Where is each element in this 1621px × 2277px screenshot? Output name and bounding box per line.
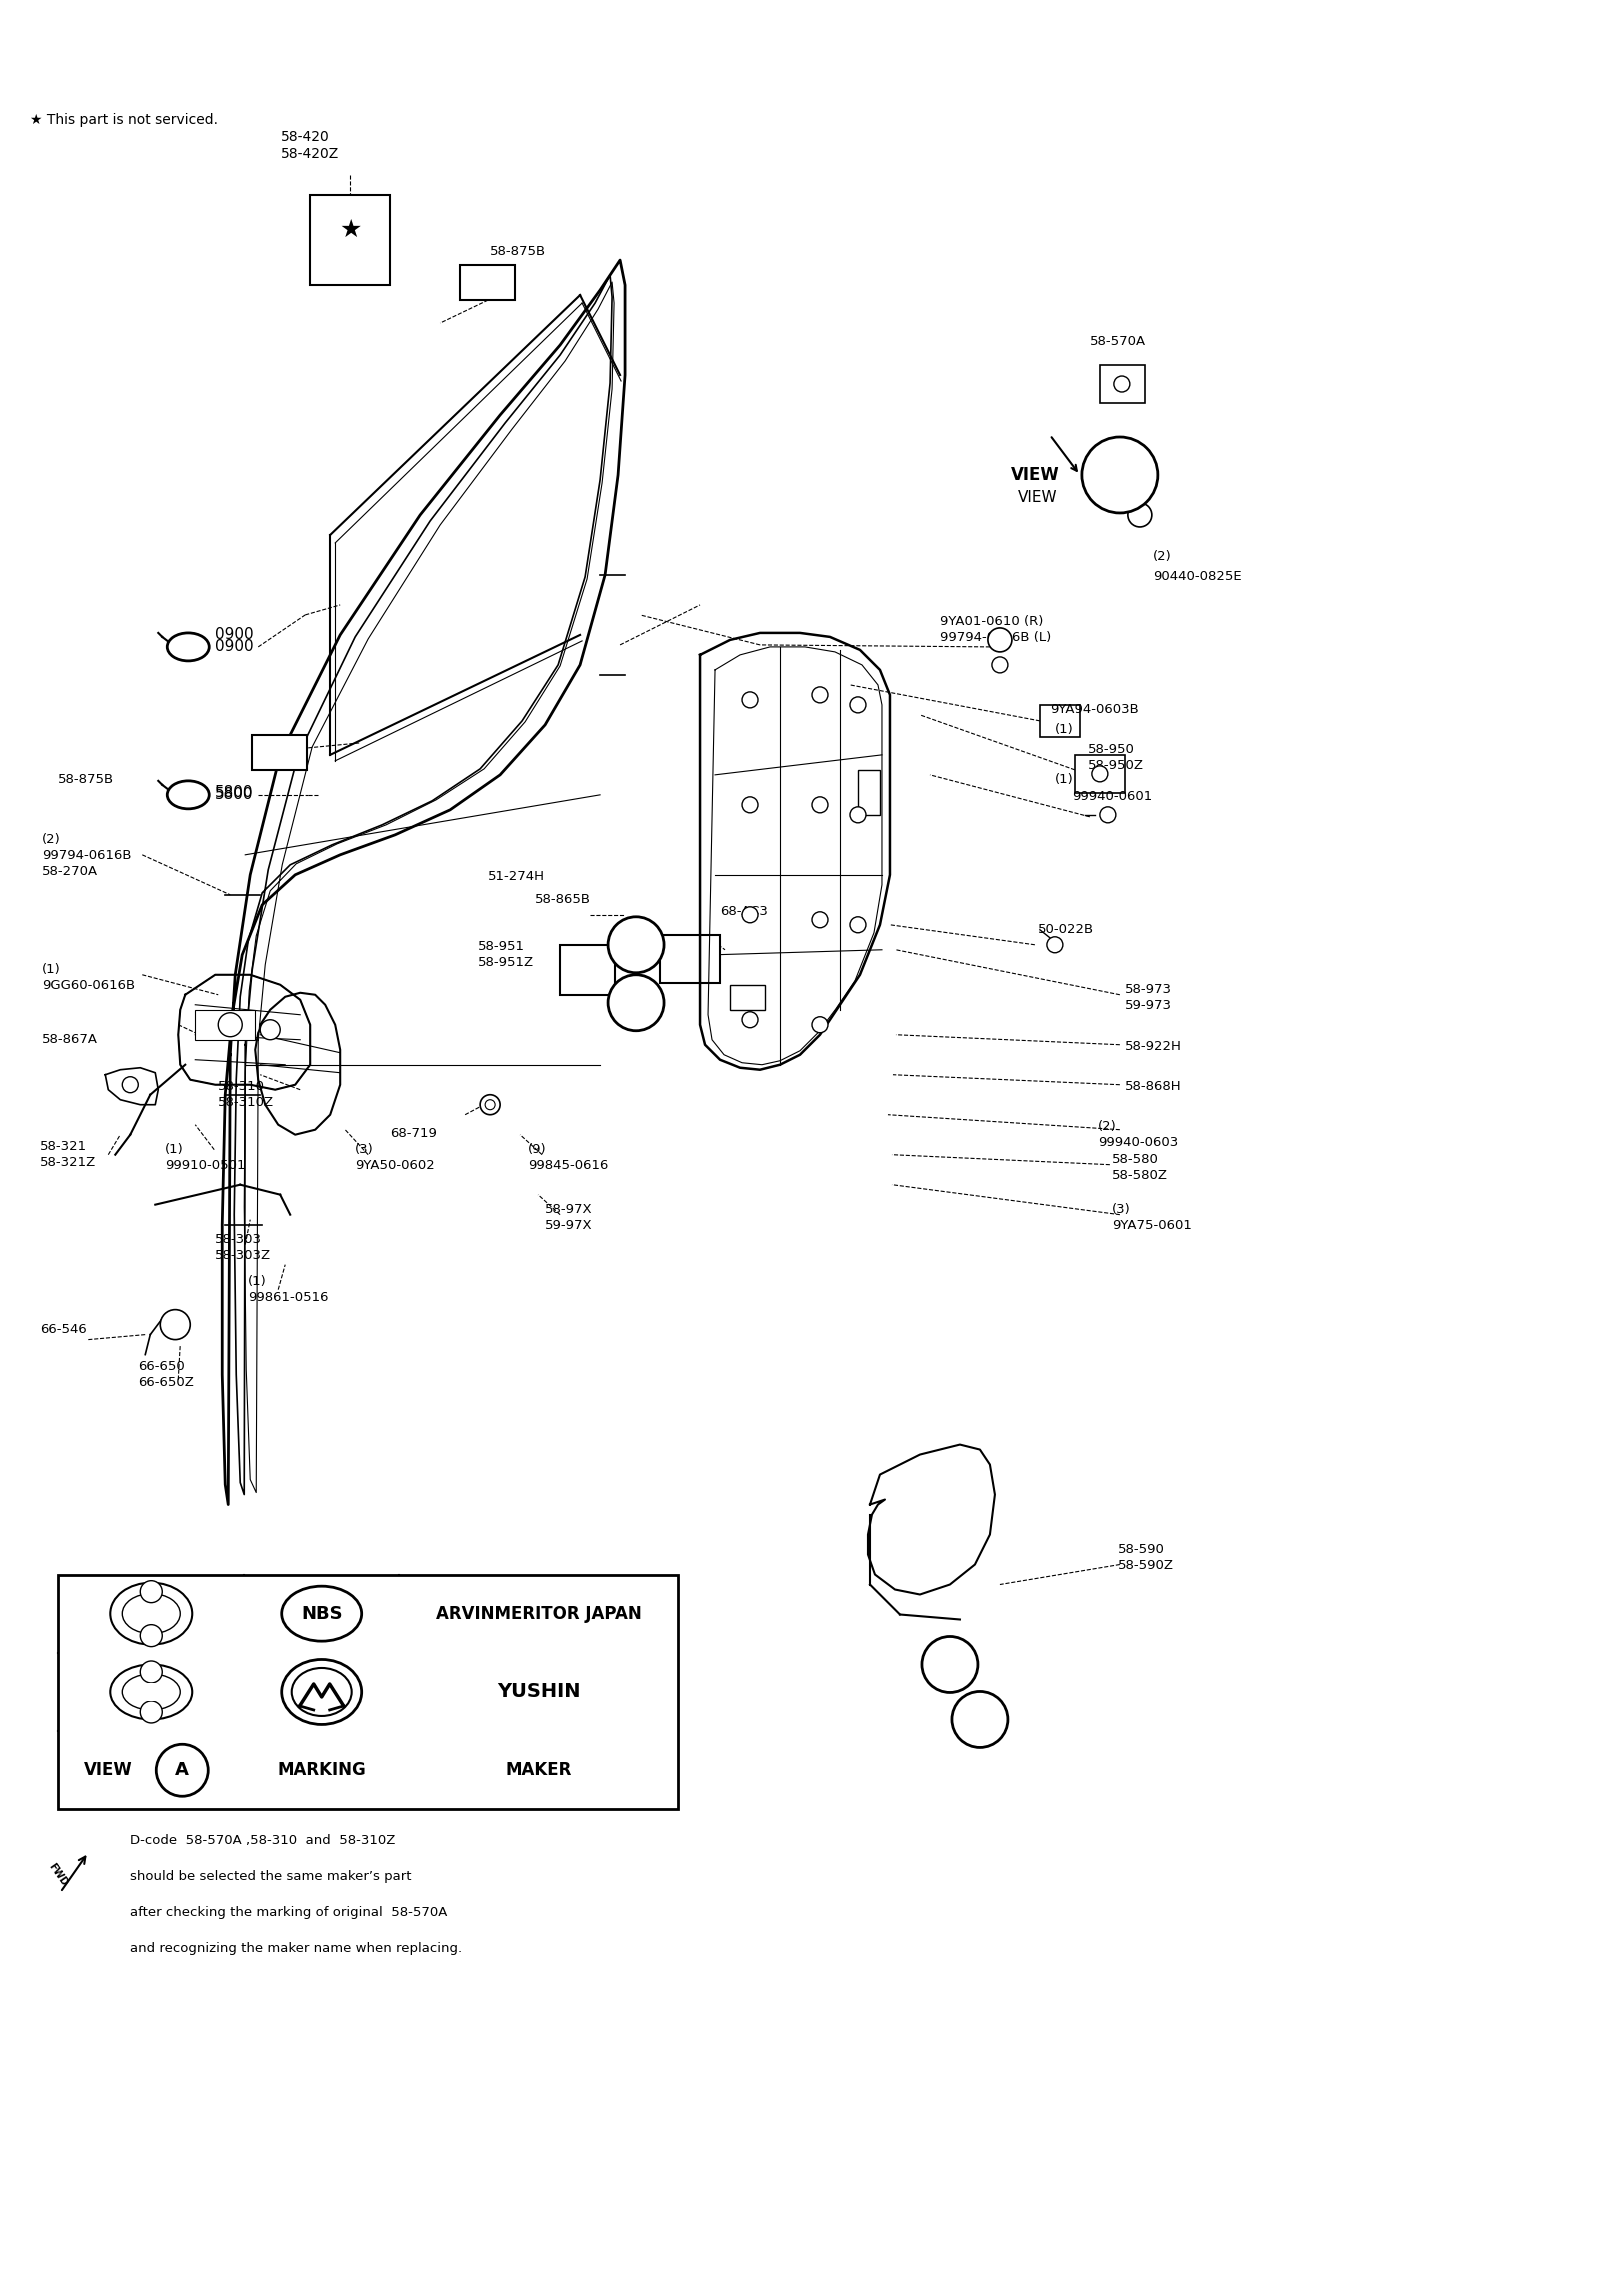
Text: (9)
99845-0616: (9) 99845-0616: [528, 1143, 608, 1173]
Circle shape: [160, 1309, 190, 1339]
Text: 58-865B: 58-865B: [535, 893, 592, 906]
Text: (1): (1): [1055, 722, 1073, 735]
Text: (1)
99861-0516: (1) 99861-0516: [248, 1275, 329, 1305]
Text: 58-310
58-310Z: 58-310 58-310Z: [219, 1079, 274, 1109]
Ellipse shape: [282, 1587, 361, 1642]
Circle shape: [812, 797, 828, 813]
Text: 58-951
58-951Z: 58-951 58-951Z: [478, 940, 535, 968]
Text: 58-868H: 58-868H: [1125, 1079, 1182, 1093]
Circle shape: [219, 1013, 242, 1036]
Circle shape: [742, 1011, 759, 1027]
Circle shape: [1114, 376, 1130, 392]
Ellipse shape: [122, 1594, 180, 1633]
Bar: [195, 1009, 254, 1041]
Text: VIEW: VIEW: [84, 1762, 133, 1778]
Text: 9YA94-0603B: 9YA94-0603B: [1050, 704, 1138, 715]
Text: Y: Y: [943, 1655, 956, 1674]
Circle shape: [987, 628, 1012, 651]
Text: 99940-0601: 99940-0601: [1071, 790, 1153, 804]
Bar: [310, 196, 391, 285]
Circle shape: [812, 1018, 828, 1034]
Text: 90440-0825E: 90440-0825E: [1153, 569, 1242, 583]
Circle shape: [156, 1744, 207, 1797]
Text: (1)
9GG60-0616B: (1) 9GG60-0616B: [42, 963, 136, 993]
Circle shape: [1081, 437, 1157, 512]
Text: 58-875B: 58-875B: [490, 246, 546, 257]
Text: and recognizing the maker name when replacing.: and recognizing the maker name when repl…: [130, 1942, 462, 1956]
Circle shape: [1101, 806, 1115, 822]
Circle shape: [608, 918, 665, 972]
Circle shape: [812, 911, 828, 927]
Text: 58-97X
59-97X: 58-97X 59-97X: [545, 1202, 593, 1232]
Text: 51-274H: 51-274H: [488, 870, 545, 883]
Circle shape: [742, 906, 759, 922]
Ellipse shape: [282, 1660, 361, 1724]
Text: VIEW: VIEW: [1012, 467, 1060, 485]
Text: 5800: 5800: [216, 788, 254, 802]
Text: (1)
99910-0501: (1) 99910-0501: [165, 1143, 246, 1173]
Circle shape: [261, 1020, 280, 1041]
Circle shape: [849, 806, 866, 822]
Text: (3)
9YA50-0602: (3) 9YA50-0602: [355, 1143, 434, 1173]
Bar: [130, 1605, 173, 1624]
Text: after checking the marking of original  58-570A: after checking the marking of original 5…: [130, 1906, 447, 1920]
Text: 58-420
58-420Z: 58-420 58-420Z: [280, 130, 339, 162]
Text: 5800: 5800: [216, 786, 254, 799]
Text: 58-950
58-950Z: 58-950 58-950Z: [1088, 742, 1144, 772]
Bar: [1041, 706, 1080, 738]
Circle shape: [480, 1095, 501, 1116]
Circle shape: [812, 688, 828, 704]
Bar: [253, 735, 308, 770]
Ellipse shape: [110, 1583, 193, 1644]
Text: 68-719: 68-719: [391, 1127, 438, 1141]
Text: 66-650
66-650Z: 66-650 66-650Z: [138, 1359, 195, 1389]
Text: MARKING: MARKING: [277, 1762, 366, 1778]
Bar: [660, 936, 720, 984]
Text: 58-580
58-580Z: 58-580 58-580Z: [1112, 1152, 1167, 1182]
Bar: [561, 945, 614, 995]
Text: 58-303
58-303Z: 58-303 58-303Z: [216, 1232, 271, 1261]
Circle shape: [849, 918, 866, 934]
Circle shape: [992, 656, 1008, 674]
Text: A: A: [175, 1762, 190, 1778]
Text: (2)
99940-0603: (2) 99940-0603: [1097, 1120, 1178, 1148]
Bar: [460, 264, 515, 301]
Circle shape: [1093, 765, 1107, 781]
Text: A: A: [1112, 465, 1128, 485]
Text: 58-973
59-973: 58-973 59-973: [1125, 984, 1172, 1011]
Text: 58-922H: 58-922H: [1125, 1041, 1182, 1052]
Ellipse shape: [110, 1664, 193, 1719]
Text: (1): (1): [1055, 772, 1073, 786]
Bar: [130, 1683, 173, 1701]
Circle shape: [922, 1637, 977, 1692]
Text: ARVINMERITOR JAPAN: ARVINMERITOR JAPAN: [436, 1605, 642, 1624]
Text: 0900: 0900: [216, 626, 254, 642]
Circle shape: [141, 1580, 162, 1603]
Ellipse shape: [292, 1669, 352, 1717]
Text: FRONT DOOR MECHANISMS    for your 2015 Mazda MX-5 Miata: FRONT DOOR MECHANISMS for your 2015 Mazd…: [483, 30, 1138, 46]
Text: Z: Z: [631, 993, 642, 1011]
Text: 58-570A: 58-570A: [1089, 335, 1146, 348]
Circle shape: [485, 1100, 494, 1109]
Circle shape: [141, 1660, 162, 1683]
Circle shape: [122, 1077, 138, 1093]
Bar: [1101, 364, 1144, 403]
Text: 0900: 0900: [216, 640, 254, 653]
Bar: [729, 984, 765, 1009]
Text: 58-590
58-590Z: 58-590 58-590Z: [1118, 1542, 1174, 1571]
Text: (2): (2): [1153, 551, 1172, 562]
Text: 50-022B: 50-022B: [1037, 922, 1094, 936]
Text: should be selected the same maker’s part: should be selected the same maker’s part: [130, 1869, 412, 1883]
Text: 68-AC3: 68-AC3: [720, 904, 768, 918]
Text: 66-546: 66-546: [41, 1323, 88, 1337]
Text: 9YA01-0610 (R)
99794-0616B (L): 9YA01-0610 (R) 99794-0616B (L): [940, 615, 1050, 644]
FancyArrowPatch shape: [62, 1856, 86, 1890]
Text: ★ This part is not serviced.: ★ This part is not serviced.: [31, 114, 219, 128]
Bar: [858, 770, 880, 815]
Bar: [58, 1573, 678, 1810]
Text: 58-867A: 58-867A: [42, 1034, 99, 1045]
Circle shape: [608, 975, 665, 1031]
Ellipse shape: [167, 633, 209, 660]
Circle shape: [742, 797, 759, 813]
Text: MAKER: MAKER: [506, 1762, 572, 1778]
